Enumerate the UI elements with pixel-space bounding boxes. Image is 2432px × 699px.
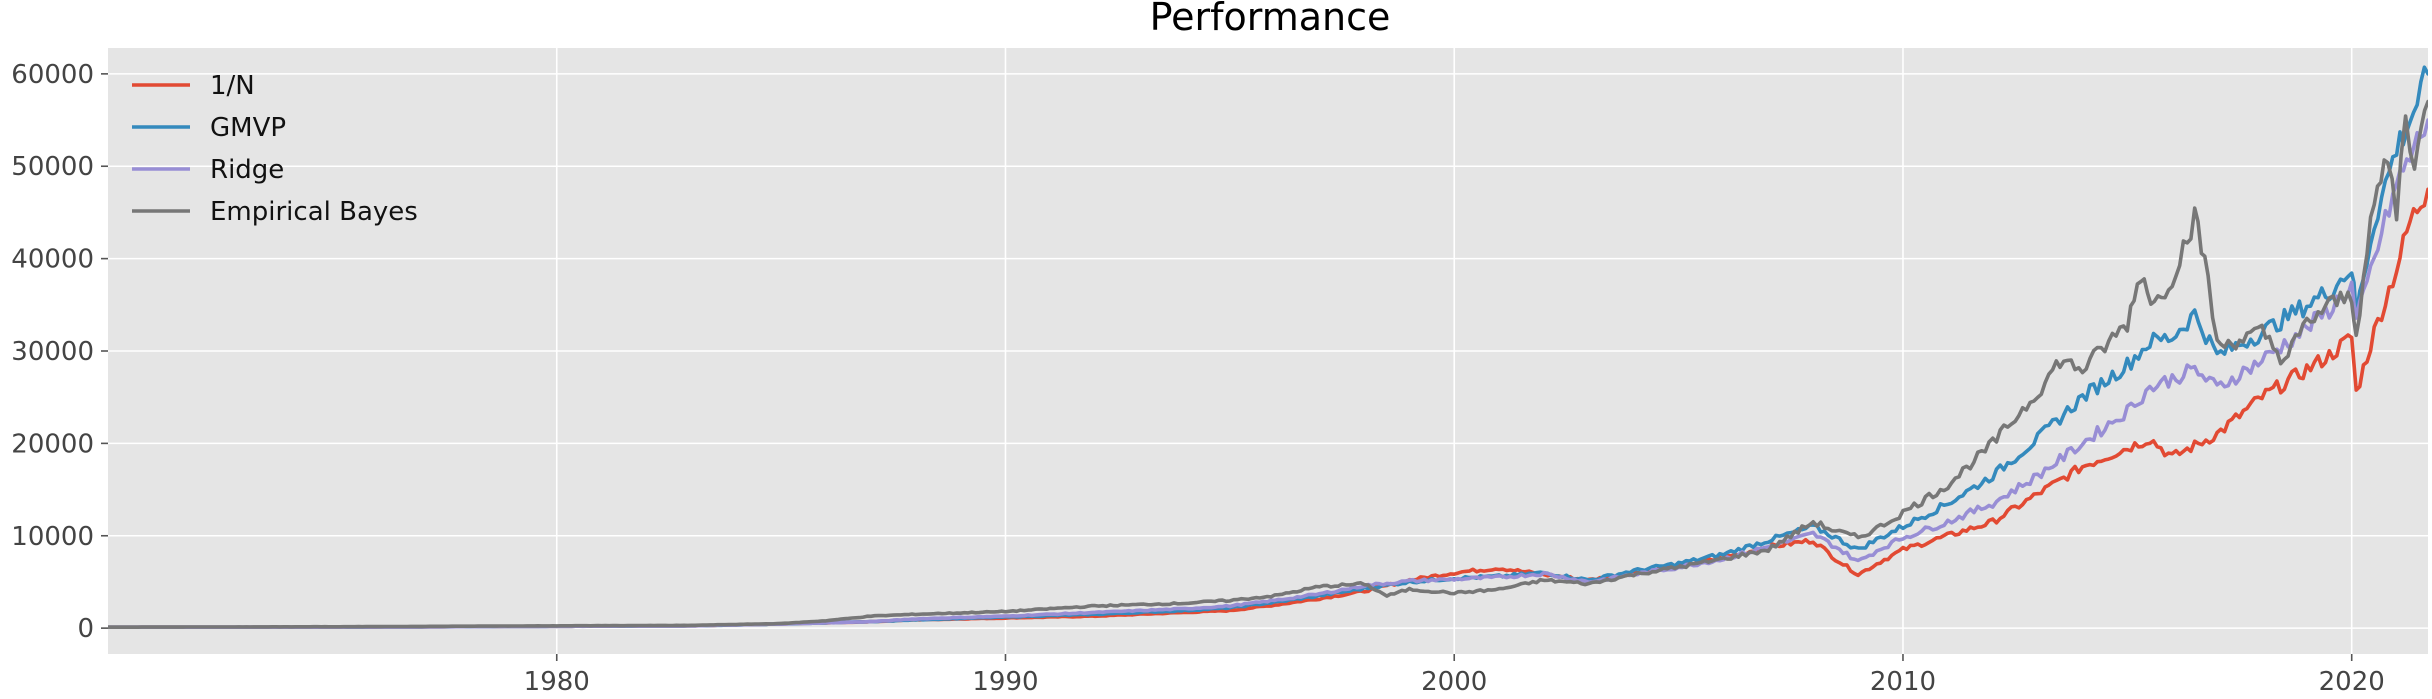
series-line-3 bbox=[108, 99, 2428, 629]
x-tick-label: 1980 bbox=[524, 667, 590, 697]
y-tick-label: 60000 bbox=[11, 60, 94, 90]
x-tick-label: 1990 bbox=[972, 667, 1038, 697]
y-tick-label: 30000 bbox=[11, 337, 94, 367]
legend-label: GMVP bbox=[210, 113, 286, 143]
series-lines bbox=[108, 65, 2428, 629]
x-tick-label: 2000 bbox=[1421, 667, 1487, 697]
x-tick-label: 2010 bbox=[1870, 667, 1936, 697]
y-tick-label: 50000 bbox=[11, 152, 94, 182]
x-tick-label: 2020 bbox=[2319, 667, 2385, 697]
legend-label: Ridge bbox=[210, 155, 284, 185]
y-tick-label: 20000 bbox=[11, 429, 94, 459]
y-tick-label: 0 bbox=[77, 614, 94, 644]
grid-lines bbox=[108, 48, 2428, 654]
legend-label: 1/N bbox=[210, 71, 255, 101]
chart-title: Performance bbox=[1150, 0, 1391, 39]
legend-label: Empirical Bayes bbox=[210, 197, 418, 227]
y-tick-label: 10000 bbox=[11, 522, 94, 552]
legend: 1/N GMVP Ridge Empirical Bayes bbox=[132, 71, 418, 227]
y-tick-label: 40000 bbox=[11, 245, 94, 275]
axes: 1980 1990 2000 2010 2020 0 10000 20000 30000 4000… bbox=[11, 60, 2385, 697]
